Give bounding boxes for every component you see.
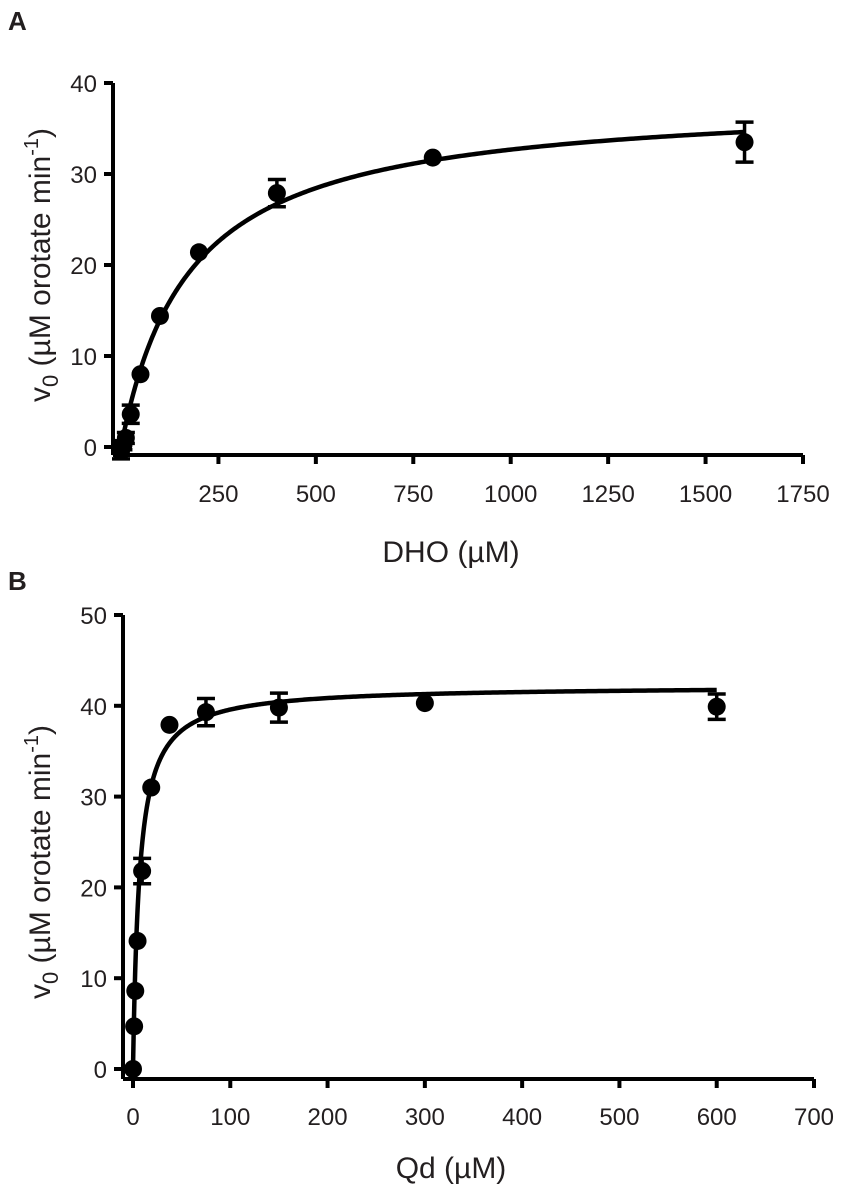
panel-a-x-tick-label: 1000 xyxy=(484,481,537,508)
panel-b-y-title-sup: -1 xyxy=(21,735,43,753)
panel-b-data-point xyxy=(124,1060,142,1078)
panel-a-data-point xyxy=(423,148,442,167)
panel-a: A 0 10 20 30 40 250 500 750 1000 1250 1500 1750 DHO… xyxy=(8,6,830,569)
panel-b-y-tick-label: 0 xyxy=(94,1057,107,1084)
panel-b-y-tick-label: 50 xyxy=(80,603,107,630)
panel-b-data-point xyxy=(707,697,726,716)
panel-a-data-point xyxy=(131,365,150,384)
panel-a-data-point xyxy=(189,243,208,262)
panel-a-x-tick-label: 1250 xyxy=(581,481,634,508)
panel-b-x-tick-label: 200 xyxy=(308,1104,348,1131)
panel-a-x-tick-label: 1750 xyxy=(776,481,829,508)
panel-b-data-point xyxy=(133,862,152,881)
panel-a-x-axis-title: DHO (µM) xyxy=(382,536,519,569)
panel-a-data-point xyxy=(267,184,286,203)
panel-a-x-tick-label: 500 xyxy=(296,481,336,508)
panel-b-y-tick-label: 10 xyxy=(80,966,107,993)
panel-a-y-title-sup: -1 xyxy=(21,138,43,156)
panel-a-x-tick-label: 750 xyxy=(393,481,433,508)
panel-a-y-title-sub: 0 xyxy=(38,375,63,387)
panel-b-fit-curve xyxy=(130,687,717,1072)
panel-b-data-point xyxy=(126,981,145,1000)
panel-b-label: B xyxy=(8,566,27,596)
panel-b-data-point xyxy=(125,1017,144,1036)
panel-b-x-tick-label: 600 xyxy=(697,1104,737,1131)
panel-a-data-point xyxy=(121,405,140,424)
panel-b-data-point xyxy=(142,778,161,797)
panel-b-data-point xyxy=(269,698,288,717)
panel-a-y-title-main: v xyxy=(24,387,57,402)
panel-a-y-tick-label: 0 xyxy=(84,435,97,462)
panel-b-x-tick-label: 500 xyxy=(599,1104,639,1131)
panel-b-x-tick-label: 700 xyxy=(794,1104,834,1131)
panel-a-y-tick-label: 30 xyxy=(70,162,97,189)
panel-b-y-tick-label: 20 xyxy=(80,875,107,902)
panel-a-x-tick-label: 1500 xyxy=(679,481,732,508)
panel-a-data-point xyxy=(735,133,754,152)
panel-b-y-title-close: ) xyxy=(24,725,57,735)
panel-b-x-tick-label: 100 xyxy=(210,1104,250,1131)
panel-b-data-point xyxy=(415,694,434,713)
panel-b-x-tick-label: 0 xyxy=(126,1104,139,1131)
panel-a-plot-area: 0 10 20 30 40 250 500 750 1000 1250 1500 1750 xyxy=(70,71,829,508)
panel-a-data-point xyxy=(150,306,169,325)
panel-a-x-tick-label: 250 xyxy=(198,481,238,508)
panel-a-y-title-close: ) xyxy=(24,128,57,138)
panel-b-y-title-main: v xyxy=(24,984,57,999)
panel-b-y-tick-label: 40 xyxy=(80,694,107,721)
panel-a-y-axis-title: v0 (µM orotate min-1) xyxy=(21,128,63,402)
panel-b-data-point xyxy=(128,931,147,950)
panel-b-y-axis-title: v0 (µM orotate min-1) xyxy=(21,725,63,999)
panel-b-data-point xyxy=(196,703,215,722)
panel-a-y-title-rest: (µM orotate min xyxy=(24,156,57,375)
panel-b-y-title-sub: 0 xyxy=(38,972,63,984)
panel-a-fit-curve xyxy=(118,129,745,450)
panel-b-data-point xyxy=(160,715,179,734)
panel-b-y-tick-label: 30 xyxy=(80,785,107,812)
panel-a-y-tick-label: 20 xyxy=(70,253,97,280)
panel-a-y-tick-label: 40 xyxy=(70,71,97,98)
panel-a-y-tick-label: 10 xyxy=(70,344,97,371)
panel-b-x-axis-title: Qd (µM) xyxy=(396,1152,507,1185)
panel-b-x-tick-label: 400 xyxy=(502,1104,542,1131)
panel-b-y-title-rest: (µM orotate min xyxy=(24,753,57,972)
panel-a-data-point xyxy=(116,428,135,447)
panel-b-x-tick-label: 300 xyxy=(405,1104,445,1131)
panel-a-label: A xyxy=(8,6,27,36)
